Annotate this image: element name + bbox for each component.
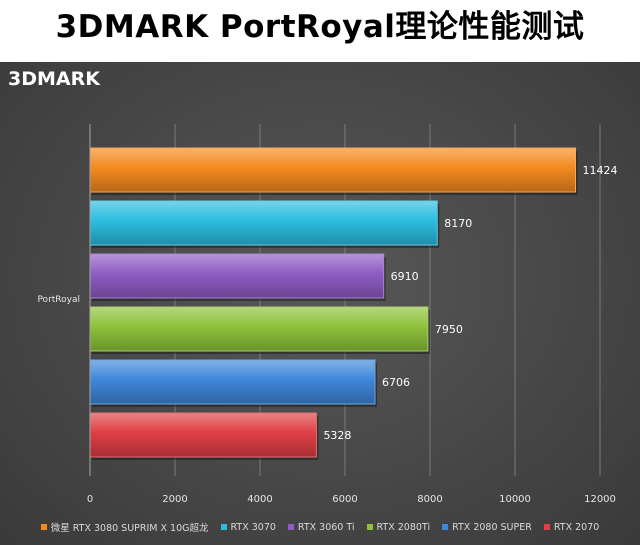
x-tick-label: 6000 <box>332 494 357 505</box>
bar-3 <box>89 253 385 299</box>
legend-swatch <box>366 524 373 530</box>
data-label: 5328 <box>323 429 351 442</box>
data-label: 6706 <box>382 376 410 389</box>
x-tick-label: 12000 <box>584 494 616 505</box>
legend-item: 微星 RTX 3080 SUPRIM X 10G超龙 <box>40 520 209 534</box>
category-label: PortRoyal <box>37 295 80 305</box>
chart-panel: 11424 8170 6910 7950 6706 5328 0 2000 4000 6000 8… <box>0 62 640 545</box>
bar-2 <box>89 200 438 246</box>
page-title: 3DMARK PortRoyal理论性能测试 <box>55 9 585 45</box>
bar-1 <box>89 147 577 193</box>
legend-label: RTX 2080 SUPER <box>452 521 532 533</box>
legend-label: RTX 3070 <box>230 521 276 533</box>
legend-swatch <box>442 524 449 530</box>
x-tick-label: 8000 <box>417 494 442 505</box>
legend-label: RTX 2070 <box>553 521 600 533</box>
data-label: 6910 <box>391 270 419 283</box>
data-label: 7950 <box>435 323 463 336</box>
legend-swatch <box>40 524 47 530</box>
x-tick-label: 0 <box>87 494 93 505</box>
legend-swatch <box>220 524 227 530</box>
legend-label: RTX 3060 Ti <box>297 521 355 533</box>
chart-title: 3DMARK <box>8 68 100 90</box>
legend-swatch <box>287 524 294 530</box>
legend-item: RTX 2080Ti <box>366 521 431 533</box>
bar-4 <box>89 306 429 352</box>
legend-item: RTX 3070 <box>220 521 276 533</box>
data-labels: 11424 8170 6910 7950 6706 5328 <box>323 164 617 442</box>
axes: 0 2000 4000 6000 8000 10000 12000 PortRoyal <box>37 124 616 505</box>
bar-6 <box>89 412 317 458</box>
bar-chart: 11424 8170 6910 7950 6706 5328 0 2000 4000 6000 8… <box>37 124 618 505</box>
legend-label: 微星 RTX 3080 SUPRIM X 10G超龙 <box>50 523 209 534</box>
legend-item: RTX 2070 <box>543 521 600 533</box>
bars <box>89 147 578 460</box>
legend-item: RTX 2080 SUPER <box>442 522 532 533</box>
data-label: 11424 <box>583 164 618 177</box>
data-label: 8170 <box>444 217 472 230</box>
x-tick-label: 10000 <box>499 494 531 505</box>
x-tick-label: 4000 <box>247 494 272 505</box>
bar-5 <box>89 359 376 405</box>
legend-item: RTX 3060 Ti <box>287 521 355 533</box>
legend-label: RTX 2080Ti <box>376 521 431 533</box>
x-tick-label: 2000 <box>162 494 187 505</box>
legend-swatch <box>543 524 550 530</box>
chart-legend: 微星 RTX 3080 SUPRIM X 10G超龙 RTX 3070 RTX 30… <box>0 518 640 536</box>
